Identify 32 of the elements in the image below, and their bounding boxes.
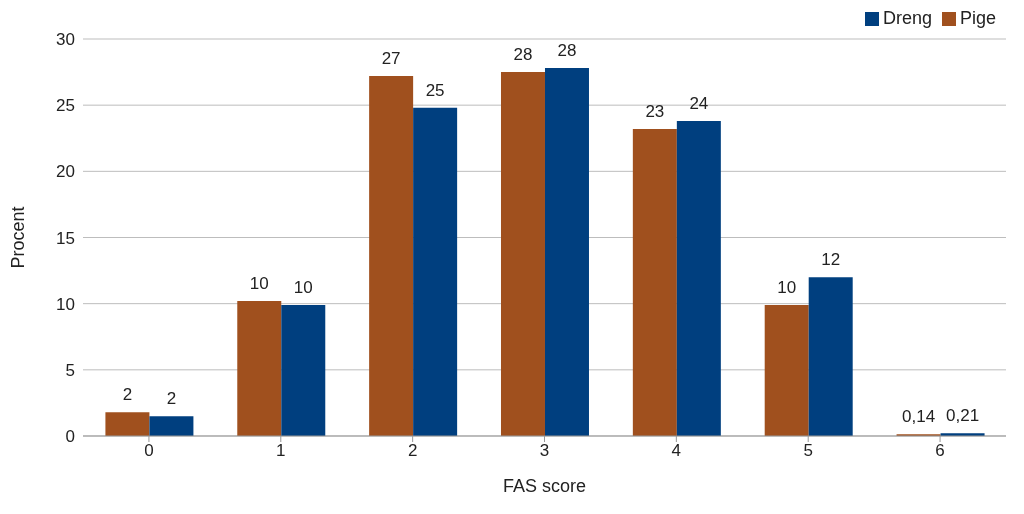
x-tick-label: 5 [803, 441, 813, 461]
data-label: 27 [381, 49, 401, 69]
y-tick-label: 10 [56, 294, 75, 314]
x-tick-label: 3 [539, 441, 550, 461]
data-label: 0,21 [946, 406, 980, 426]
y-tick-label: 5 [65, 360, 75, 380]
x-tick-label: 6 [935, 441, 945, 461]
data-label: 0,14 [902, 407, 936, 427]
y-tick-label: 15 [56, 228, 75, 248]
data-label: 25 [425, 80, 445, 100]
x-tick-label: 1 [276, 441, 286, 461]
x-axis-title: FAS score [502, 476, 587, 496]
data-label: 2 [122, 385, 133, 405]
data-label: 23 [645, 101, 665, 121]
y-tick-label: 25 [56, 96, 75, 116]
data-label: 10 [249, 274, 269, 294]
y-tick-label: 0 [65, 427, 75, 447]
y-tick-label: 30 [56, 30, 75, 50]
data-label: 2 [166, 389, 177, 409]
legend-label: Pige [959, 8, 996, 28]
data-label: 10 [293, 277, 313, 297]
data-label: 10 [777, 277, 797, 297]
data-label: 24 [689, 94, 709, 114]
legend-label: Dreng [882, 8, 932, 28]
data-label: 28 [557, 41, 577, 61]
y-axis-title: Procent [8, 206, 29, 269]
x-tick-label: 2 [407, 441, 418, 461]
x-tick-label: 4 [671, 441, 682, 461]
data-label: 12 [821, 250, 841, 270]
x-tick-label: 0 [144, 441, 154, 461]
data-label: 28 [513, 45, 533, 65]
y-tick-label: 20 [56, 162, 75, 182]
